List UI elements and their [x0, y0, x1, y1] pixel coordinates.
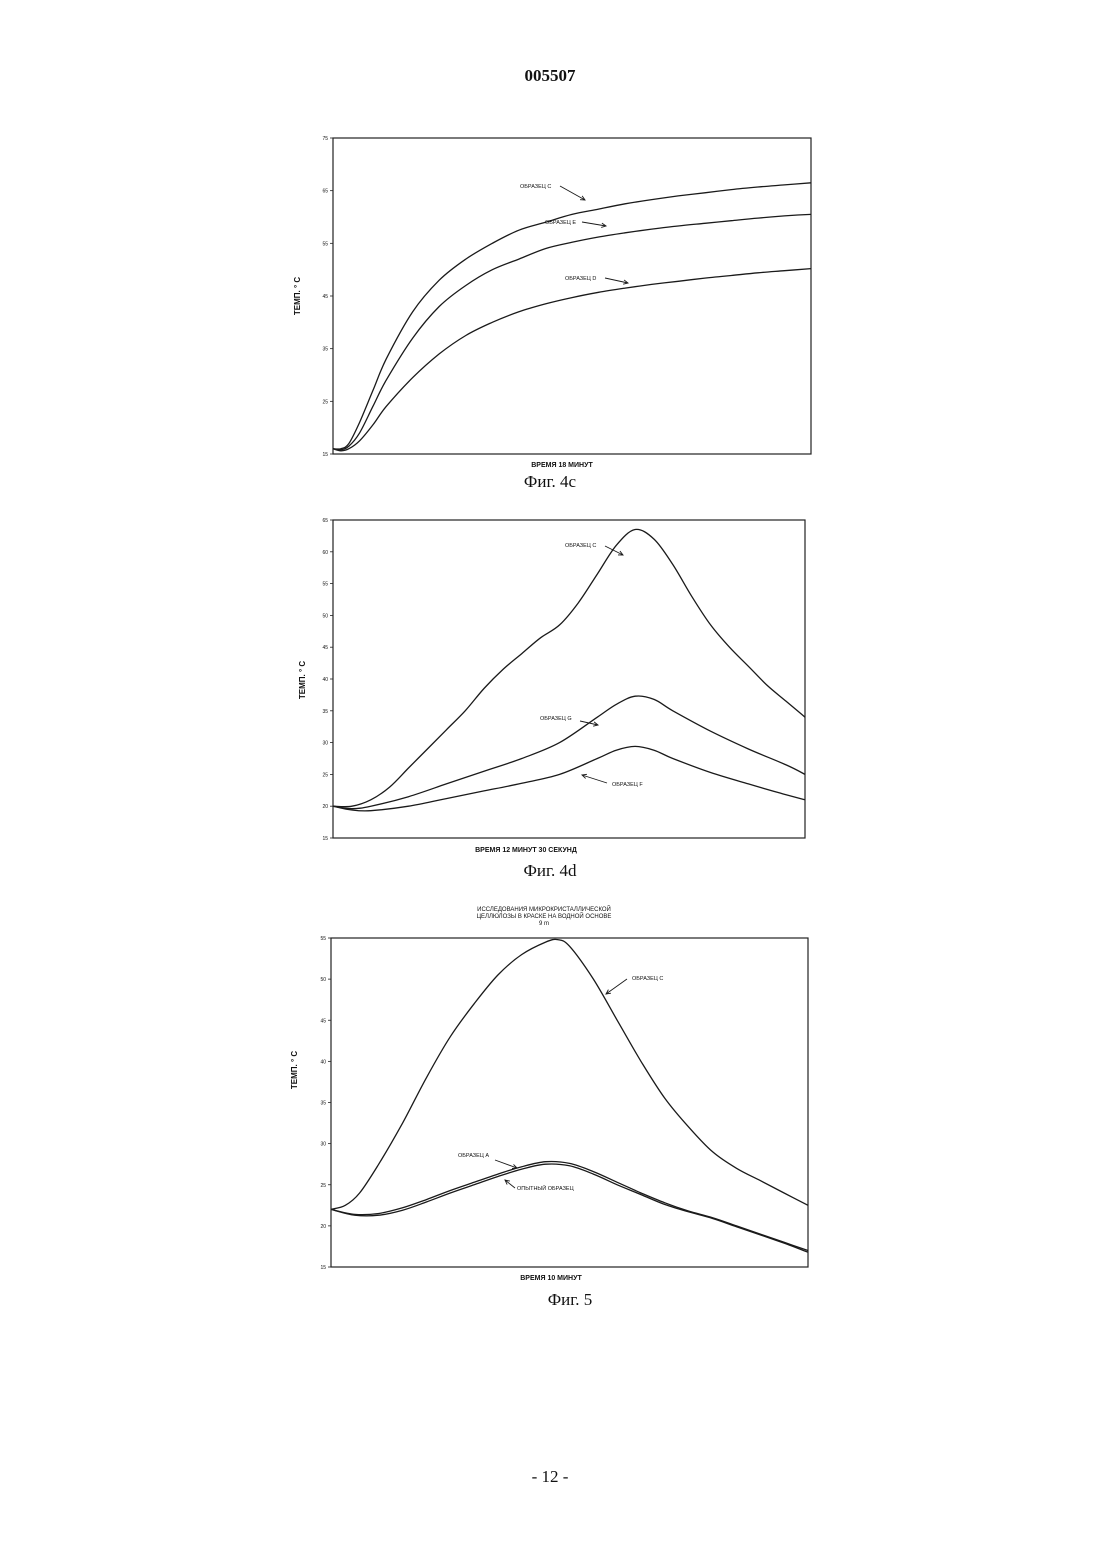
series-arrow-образец-с: [606, 979, 627, 994]
chart-title-line: ИССЛЕДОВАНИЯ МИКРОКРИСТАЛЛИЧЕСКОЙ: [477, 905, 611, 913]
series-label-опытный-образец: ОПЫТНЫЙ ОБРАЗЕЦ: [517, 1184, 574, 1192]
series-line-образец-с: [331, 939, 808, 1209]
chart-title-line: ЦЕЛЛЮЛОЗЫ В КРАСКЕ НА ВОДНОЙ ОСНОВЕ: [477, 912, 612, 920]
y-tick-label: 55: [320, 936, 326, 942]
y-tick-label: 40: [320, 1059, 326, 1065]
y-tick-label: 30: [320, 1142, 326, 1148]
chart-title-line: 9 m: [539, 921, 549, 927]
y-tick-label: 15: [320, 1265, 326, 1271]
y-axis-label: ТЕМП. ° С: [290, 1051, 299, 1090]
series-label-образец-с: ОБРАЗЕЦ С: [632, 976, 663, 982]
x-axis-label: ВРЕМЯ 10 МИНУТ: [520, 1275, 582, 1282]
y-tick-label: 35: [320, 1101, 326, 1107]
y-tick-label: 25: [320, 1183, 326, 1189]
series-label-образец-а: ОБРАЗЕЦ А: [458, 1153, 489, 1159]
y-tick-label: 50: [320, 977, 326, 983]
plot-frame: [331, 938, 808, 1267]
series-arrow-образец-а: [495, 1160, 517, 1168]
y-tick-label: 45: [320, 1018, 326, 1024]
series-line-образец-а: [331, 1162, 808, 1251]
y-tick-label: 20: [320, 1224, 326, 1230]
figure-5-caption: Фиг. 5: [470, 1290, 670, 1310]
page-number: - 12 -: [0, 1467, 1100, 1487]
